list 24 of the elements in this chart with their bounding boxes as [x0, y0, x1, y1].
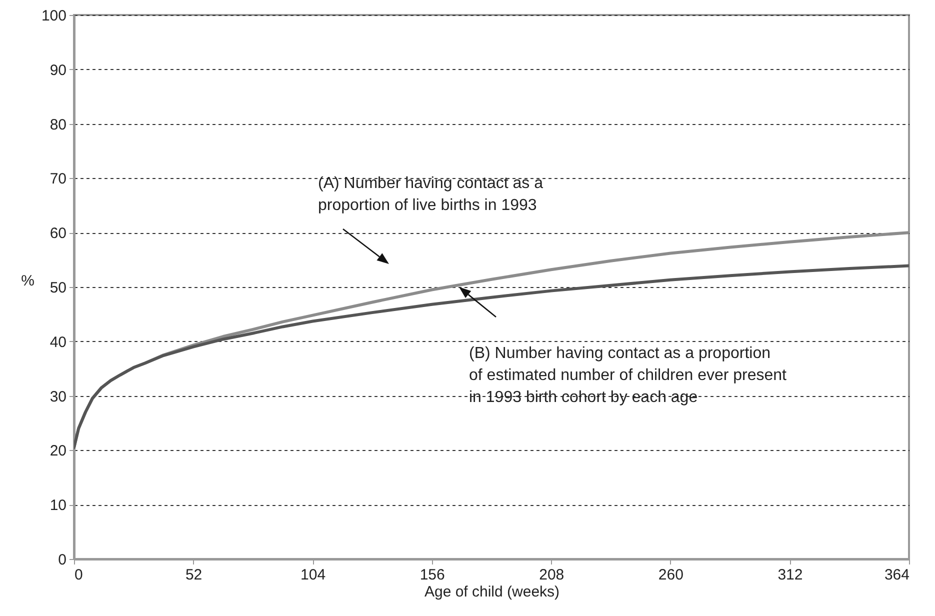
y-tick-label: 30 — [50, 388, 66, 406]
x-tick-label: 260 — [658, 566, 684, 584]
x-tick-label: 104 — [300, 566, 326, 584]
y-tick-label: 20 — [50, 442, 66, 460]
y-axis-title: % — [21, 272, 34, 290]
x-axis-title: Age of child (weeks) — [424, 584, 560, 600]
x-tick-label: 208 — [539, 566, 564, 584]
x-tick-label: 0 — [74, 566, 83, 584]
y-tick-label: 90 — [50, 62, 66, 79]
y-tick-label: 60 — [50, 225, 66, 242]
annotation: (A) Number having contact as a proportion of live births in 1993 — [318, 175, 544, 214]
y-tick-label: 10 — [50, 497, 66, 514]
y-tick-label: 50 — [50, 280, 66, 296]
y-tick-label: 70 — [50, 170, 66, 188]
y-tick-label: 40 — [50, 334, 66, 351]
line-series — [74, 264, 909, 449]
y-tick-label: 100 — [41, 8, 66, 24]
annotation: (B) Number having contact as a proportion of estimated number of children ever present in 1993 birth cohort by each age — [469, 345, 788, 406]
y-tick-label: 80 — [50, 116, 66, 134]
x-tick-label: 364 — [884, 566, 910, 584]
x-tick-label: 156 — [420, 566, 445, 584]
x-tick-label: 52 — [185, 566, 202, 584]
x-tick-label: 312 — [778, 566, 803, 584]
y-tick-label: 0 — [58, 552, 66, 568]
